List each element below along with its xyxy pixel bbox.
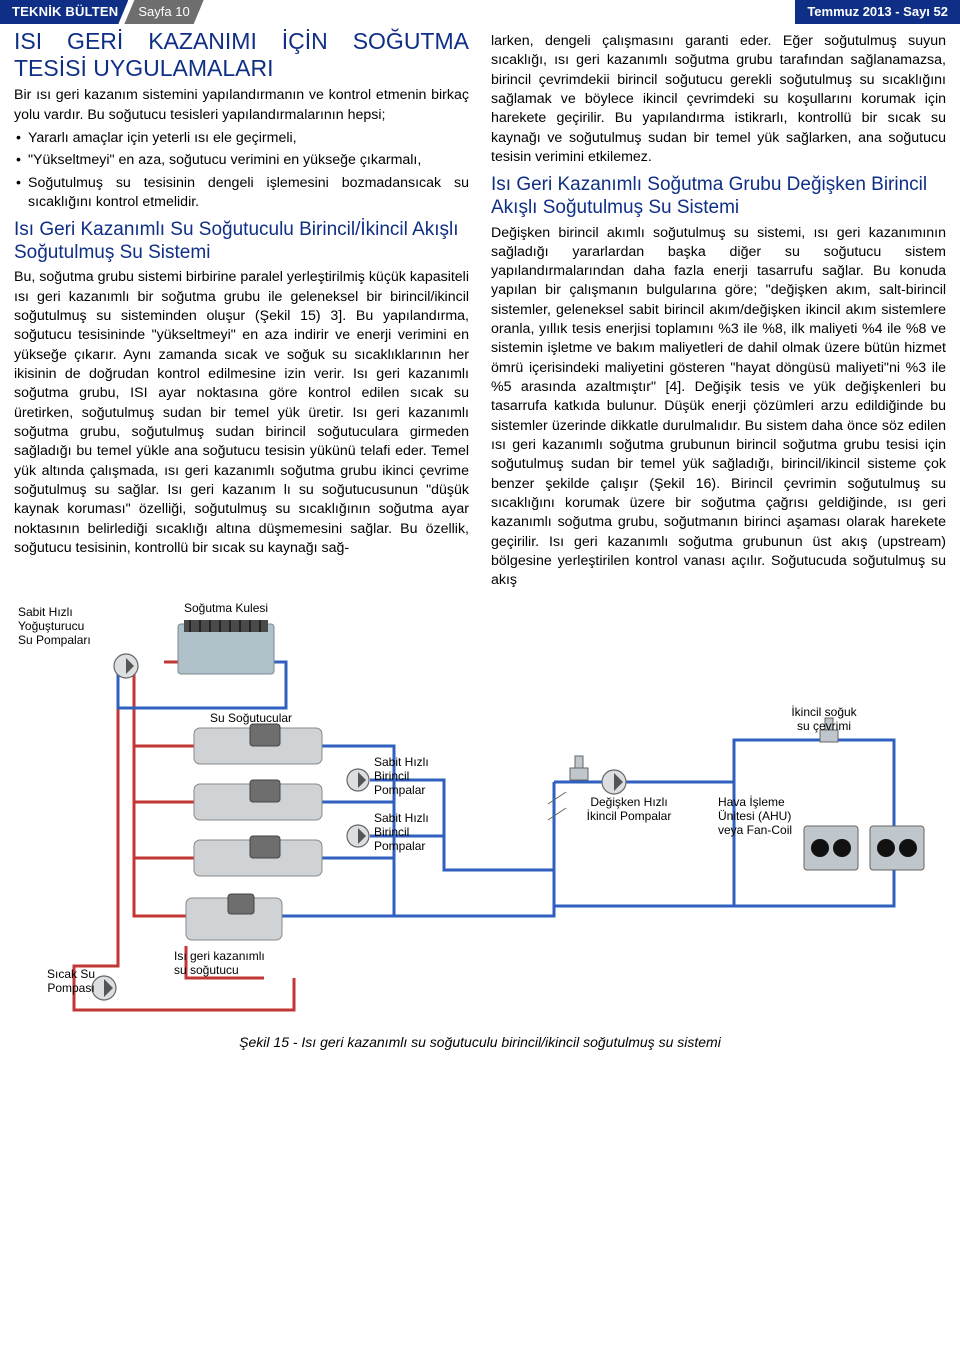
bullet-list: Yararlı amaçlar için yeterli ısı ele geç… xyxy=(14,129,469,212)
secondary-pump-icon xyxy=(602,770,626,794)
label-hot-pump: Sıcak SuPompası xyxy=(36,968,106,996)
section-heading: Isı Geri Kazanımlı Soğutma Grubu Değişke… xyxy=(491,173,946,219)
label-secondary-pumps: Değişken Hızlıİkincil Pompalar xyxy=(574,796,684,824)
bullet-item: Soğutulmuş su tesisinin dengeli işlemesi… xyxy=(14,174,469,213)
label-cooling-tower: Soğutma Kulesi xyxy=(184,602,268,616)
chiller-icon xyxy=(194,780,322,820)
label-primary-pumps: Sabit HızlıBirincilPompalar xyxy=(374,756,444,797)
ahu-icon xyxy=(870,826,924,870)
heat-recovery-chiller-icon xyxy=(186,894,282,940)
chiller-icon xyxy=(194,836,322,876)
figure-15: Sabit Hızlı YoğuşturucuSu Pompaları Soğu… xyxy=(14,606,946,1050)
body-text: larken, dengeli çalışmasını garanti eder… xyxy=(491,32,946,167)
label-secondary-loop: İkincil soğuksu çevrimi xyxy=(774,706,874,734)
left-column: ISI GERİ KAZANIMI İÇİN SOĞUTMA TESİSİ UY… xyxy=(14,28,469,594)
condenser-pump-icon xyxy=(114,654,138,678)
label-primary-pumps-2: Sabit HızlıBirincilPompalar xyxy=(374,812,444,853)
issue-tab: Temmuz 2013 - Sayı 52 xyxy=(795,0,960,24)
section-heading: Isı Geri Kazanımlı Su Soğutuculu Birinci… xyxy=(14,218,469,264)
label-condenser-pumps: Sabit Hızlı YoğuşturucuSu Pompaları xyxy=(18,606,128,647)
intro-text: Bir ısı geri kazanım sistemini yapılandı… xyxy=(14,86,469,125)
header-left: TEKNİK BÜLTEN Sayfa 10 xyxy=(0,0,204,24)
chiller-icon xyxy=(194,724,322,764)
valve-icon xyxy=(570,756,588,780)
primary-pump-icon xyxy=(347,825,369,847)
bullet-item: "Yükseltmeyi" en aza, soğutucu verimini … xyxy=(14,151,469,170)
cooling-tower-icon xyxy=(178,620,274,674)
page-tab: Sayfa 10 xyxy=(124,0,203,24)
right-column: larken, dengeli çalışmasını garanti eder… xyxy=(491,28,946,594)
label-ahu: Hava İşlemeÜnitesi (AHU)veya Fan-Coil xyxy=(718,796,808,837)
bullet-item: Yararlı amaçlar için yeterli ısı ele geç… xyxy=(14,129,469,148)
ahu-icon xyxy=(804,826,858,870)
label-chillers: Su Soğutucular xyxy=(210,712,292,726)
figure-caption: Şekil 15 - Isı geri kazanımlı su soğutuc… xyxy=(14,1034,946,1050)
body-text: Bu, soğutma grubu sistemi birbirine para… xyxy=(14,268,469,558)
bulletin-tab: TEKNİK BÜLTEN xyxy=(0,0,128,24)
body-text: Değişken birincil akımlı soğutulmuş su s… xyxy=(491,224,946,591)
header-bar: TEKNİK BÜLTEN Sayfa 10 Temmuz 2013 - Say… xyxy=(0,0,960,24)
label-hr-chiller: Isı geri kazanımlısu soğutucu xyxy=(174,950,294,978)
primary-pump-icon xyxy=(347,769,369,791)
article-title: ISI GERİ KAZANIMI İÇİN SOĞUTMA TESİSİ UY… xyxy=(14,28,469,82)
